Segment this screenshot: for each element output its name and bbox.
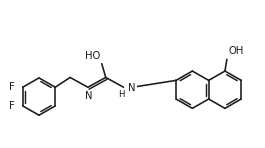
Text: F: F — [9, 101, 15, 111]
Text: OH: OH — [229, 46, 244, 56]
Text: H: H — [118, 90, 125, 99]
Text: N: N — [85, 91, 93, 101]
Text: HO: HO — [85, 51, 100, 61]
Text: N: N — [129, 83, 136, 93]
Text: F: F — [9, 82, 15, 92]
